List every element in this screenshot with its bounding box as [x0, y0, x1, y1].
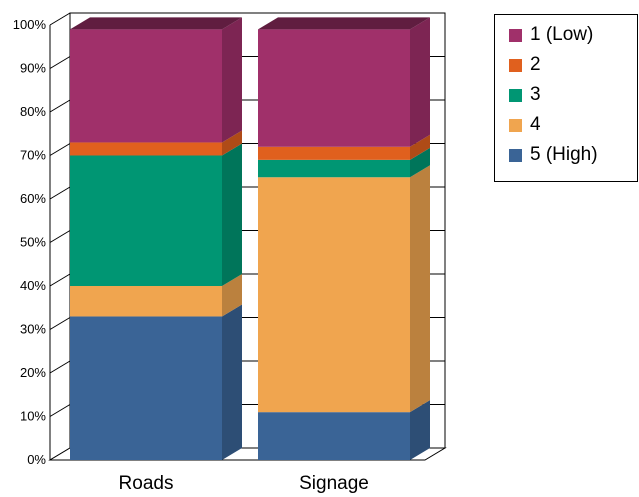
bar-segment [258, 146, 410, 160]
bar-segment [258, 177, 410, 413]
gridline-depth [49, 186, 71, 200]
y-tick-label: 0% [27, 452, 46, 467]
bar-segment [70, 29, 222, 143]
legend-item: 3 [509, 84, 541, 106]
bar-segment [258, 159, 410, 178]
y-tick-label: 90% [20, 61, 46, 76]
legend-swatch [509, 148, 522, 162]
gridline-depth [49, 143, 71, 156]
bar-segment-side [222, 274, 242, 317]
y-tick-label: 10% [20, 409, 46, 424]
bar-segment-side [410, 400, 430, 460]
gridline-depth [49, 273, 71, 287]
bar-segment [258, 29, 410, 147]
legend-swatch [509, 118, 522, 132]
y-tick-label: 100% [13, 17, 47, 32]
legend-swatch [509, 28, 522, 42]
legend-item: 5 (High) [509, 144, 598, 166]
gridline-depth [49, 230, 71, 243]
bar-segment [258, 412, 410, 460]
y-tick-label: 50% [20, 235, 46, 250]
bar-segment-side [410, 165, 430, 413]
legend-swatch [509, 88, 522, 102]
gridline-depth [49, 99, 71, 113]
legend-label: 3 [530, 84, 541, 105]
bar-segment-side [222, 304, 242, 460]
y-tick-label: 40% [20, 278, 46, 293]
bar-segment-side [222, 130, 242, 156]
legend-label: 4 [530, 114, 541, 135]
gridline-depth [49, 360, 71, 374]
legend-label: 5 (High) [530, 144, 598, 165]
legend-swatch [509, 58, 522, 72]
bar-segment-side [410, 134, 430, 160]
y-tick-label: 60% [20, 191, 46, 206]
y-tick-label: 20% [20, 365, 46, 380]
bar-segment [70, 142, 222, 156]
bar-segment-side [410, 17, 430, 147]
bar-segment-side [222, 17, 242, 143]
chart-legend: 1 (Low) 2 3 4 5 (High) [494, 14, 638, 182]
legend-item: 2 [509, 54, 541, 76]
bar-segment [70, 286, 222, 317]
y-tick-label: 80% [20, 104, 46, 119]
x-category-label: Roads [119, 473, 174, 494]
legend-item: 4 [509, 114, 541, 136]
gridline-depth [49, 404, 71, 417]
y-tick-label: 30% [20, 322, 46, 337]
gridline-depth [49, 12, 71, 26]
bar-segment-side [410, 147, 430, 178]
bar-segment [70, 316, 222, 460]
bar-top-face [70, 17, 242, 30]
x-category-label: Signage [299, 473, 369, 494]
legend-label: 2 [530, 54, 541, 75]
gridline-depth [49, 56, 71, 69]
y-tick-label: 70% [20, 148, 46, 163]
bar-segment [70, 155, 222, 286]
bar-top-face [258, 17, 430, 30]
gridline-depth [49, 317, 71, 330]
bar-segment-side [222, 143, 242, 286]
legend-item: 1 (Low) [509, 24, 593, 46]
legend-label: 1 (Low) [530, 24, 594, 45]
